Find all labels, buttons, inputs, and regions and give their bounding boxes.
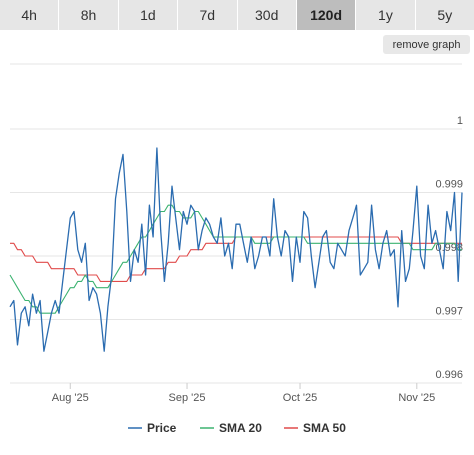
chart-series [9,147,463,352]
tab-1y[interactable]: 1y [356,0,416,30]
y-tick-label: 1 [457,115,463,127]
timeframe-tabs: 4h 8h 1d 7d 30d 120d 1y 5y [0,0,474,30]
tab-1d[interactable]: 1d [119,0,179,30]
tab-7d[interactable]: 7d [178,0,238,30]
legend-item-sma-50[interactable]: SMA 50 [303,421,346,435]
x-tick-label: Nov '25 [398,392,435,404]
chart-grid [10,63,462,384]
chart-legend: Price SMA 20 SMA 50 [128,421,346,435]
series-line-price [9,147,463,352]
legend-item-sma-20[interactable]: SMA 20 [219,421,262,435]
tab-8h[interactable]: 8h [59,0,119,30]
x-tick-label: Aug '25 [52,392,89,404]
legend-item-price[interactable]: Price [147,421,177,435]
y-tick-label: 0.997 [435,306,463,318]
tab-30d[interactable]: 30d [238,0,297,30]
tab-4h[interactable]: 4h [0,0,60,30]
y-tick-label: 0.996 [435,369,463,381]
tab-5y[interactable]: 5y [437,7,453,23]
x-axis-ticks: Aug '25 Sep '25 Oct '25 Nov '25 [52,383,435,404]
x-tick-label: Oct '25 [283,392,318,404]
series-line-sma-20 [9,204,462,314]
x-tick-label: Sep '25 [169,392,206,404]
remove-graph-button[interactable]: remove graph [383,35,470,54]
tab-120d[interactable]: 120d [296,0,357,30]
y-tick-label: 0.999 [435,179,463,191]
